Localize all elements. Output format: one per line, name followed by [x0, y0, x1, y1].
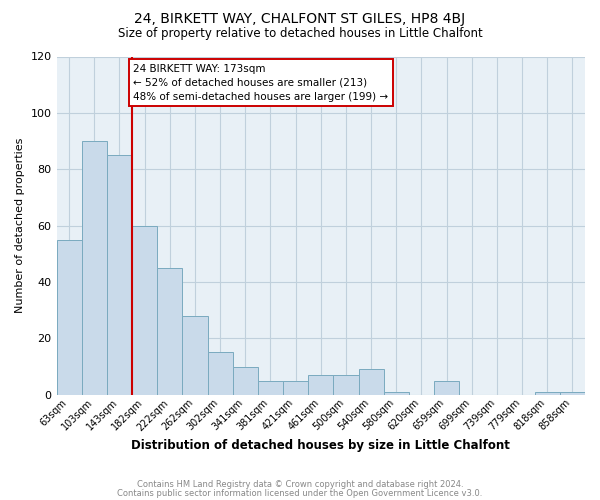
- Bar: [383, 392, 409, 395]
- Bar: [535, 392, 560, 395]
- Bar: [56, 240, 82, 395]
- X-axis label: Distribution of detached houses by size in Little Chalfont: Distribution of detached houses by size …: [131, 440, 510, 452]
- Bar: [560, 392, 585, 395]
- Bar: [107, 155, 132, 395]
- Text: Contains HM Land Registry data © Crown copyright and database right 2024.: Contains HM Land Registry data © Crown c…: [137, 480, 463, 489]
- Bar: [157, 268, 182, 395]
- Bar: [182, 316, 208, 395]
- Bar: [283, 380, 308, 395]
- Bar: [208, 352, 233, 395]
- Bar: [82, 141, 107, 395]
- Bar: [308, 375, 334, 395]
- Bar: [258, 380, 283, 395]
- Text: 24 BIRKETT WAY: 173sqm
← 52% of detached houses are smaller (213)
48% of semi-de: 24 BIRKETT WAY: 173sqm ← 52% of detached…: [133, 64, 388, 102]
- Text: Contains public sector information licensed under the Open Government Licence v3: Contains public sector information licen…: [118, 490, 482, 498]
- Bar: [359, 370, 383, 395]
- Bar: [233, 366, 258, 395]
- Y-axis label: Number of detached properties: Number of detached properties: [15, 138, 25, 314]
- Text: 24, BIRKETT WAY, CHALFONT ST GILES, HP8 4BJ: 24, BIRKETT WAY, CHALFONT ST GILES, HP8 …: [134, 12, 466, 26]
- Bar: [334, 375, 359, 395]
- Bar: [434, 380, 459, 395]
- Bar: [132, 226, 157, 395]
- Text: Size of property relative to detached houses in Little Chalfont: Size of property relative to detached ho…: [118, 28, 482, 40]
